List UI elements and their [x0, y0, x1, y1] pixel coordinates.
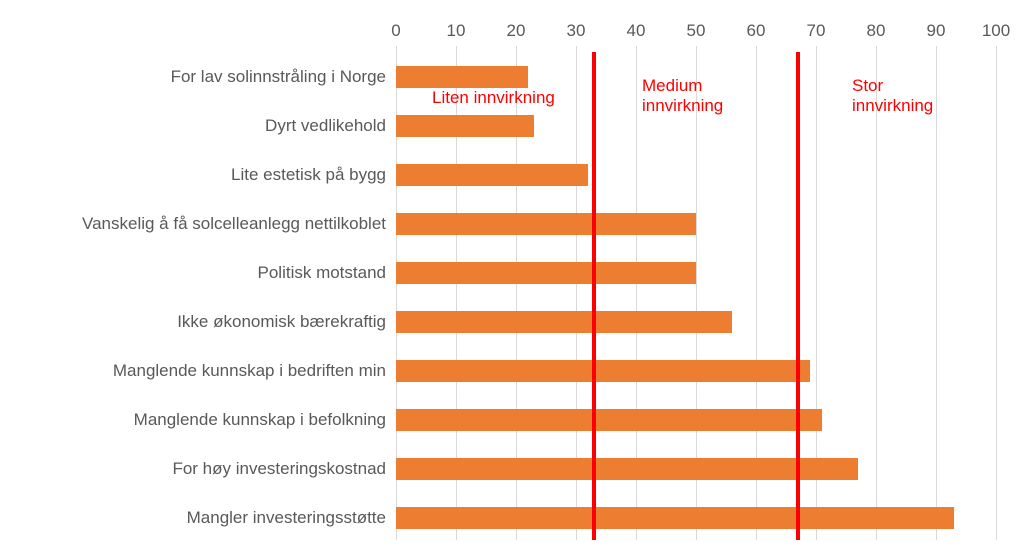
- gridline: [936, 52, 937, 540]
- bar: [396, 311, 732, 333]
- x-tick-mark: [756, 46, 757, 52]
- x-tick-label: 100: [982, 21, 1010, 41]
- x-tick-mark: [876, 46, 877, 52]
- region-label: Stor innvirkning: [852, 76, 933, 115]
- x-tick-label: 50: [687, 21, 706, 41]
- bar-chart: 0 10 20 30 40 50 60 70 80 90 100 For lav solinnstrå…: [0, 0, 1024, 558]
- x-tick-label: 60: [747, 21, 766, 41]
- x-tick-label: 20: [507, 21, 526, 41]
- x-tick-label: 0: [391, 21, 400, 41]
- category-label: Manglende kunnskap i bedriften min: [113, 361, 396, 381]
- region-label: Liten innvirkning: [432, 88, 555, 108]
- x-tick-mark: [516, 46, 517, 52]
- bar: [396, 507, 954, 529]
- x-tick-mark: [996, 46, 997, 52]
- reference-line: [796, 52, 800, 540]
- category-label: Politisk motstand: [258, 263, 397, 283]
- x-tick-label: 70: [807, 21, 826, 41]
- x-tick-label: 10: [447, 21, 466, 41]
- reference-line: [592, 52, 596, 540]
- x-tick-label: 40: [627, 21, 646, 41]
- category-label: For høy investeringskostnad: [172, 459, 396, 479]
- category-label: Mangler investeringsstøtte: [187, 508, 396, 528]
- x-tick-label: 80: [867, 21, 886, 41]
- x-tick-mark: [456, 46, 457, 52]
- bar: [396, 409, 822, 431]
- bar: [396, 458, 858, 480]
- bar: [396, 262, 696, 284]
- x-tick-mark: [936, 46, 937, 52]
- x-tick-mark: [576, 46, 577, 52]
- category-label: Vanskelig å få solcelleanlegg nettilkobl…: [82, 214, 396, 234]
- category-label: Ikke økonomisk bærekraftig: [177, 312, 396, 332]
- bar: [396, 164, 588, 186]
- bar: [396, 115, 534, 137]
- gridline: [876, 52, 877, 540]
- x-tick-label: 30: [567, 21, 586, 41]
- x-tick-label: 90: [927, 21, 946, 41]
- x-tick-mark: [816, 46, 817, 52]
- category-label: Lite estetisk på bygg: [231, 165, 396, 185]
- region-label: Medium innvirkning: [642, 76, 723, 115]
- plot-area: 0102030405060708090100For lav solinnstrå…: [396, 52, 996, 540]
- x-tick-mark: [636, 46, 637, 52]
- category-label: Manglende kunnskap i befolkning: [134, 410, 396, 430]
- bar: [396, 66, 528, 88]
- bar: [396, 360, 810, 382]
- gridline: [996, 52, 997, 540]
- bar: [396, 213, 696, 235]
- category-label: For lav solinnstråling i Norge: [171, 67, 396, 87]
- x-tick-mark: [396, 46, 397, 52]
- x-tick-mark: [696, 46, 697, 52]
- category-label: Dyrt vedlikehold: [265, 116, 396, 136]
